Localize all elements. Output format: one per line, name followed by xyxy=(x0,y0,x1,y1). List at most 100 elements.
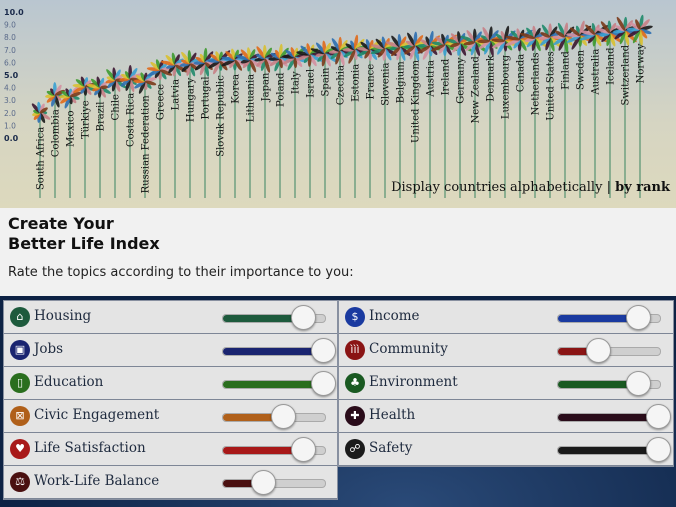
country-label[interactable]: Colombia xyxy=(51,109,62,157)
slider-fill xyxy=(223,447,305,454)
flower-petal xyxy=(106,76,116,81)
country-label[interactable]: Latvia xyxy=(171,79,182,110)
country-label[interactable]: Spain xyxy=(321,67,332,96)
country-label[interactable]: Australia xyxy=(591,49,602,96)
country-label[interactable]: Türkiye xyxy=(81,100,92,139)
slider-handle[interactable] xyxy=(646,404,671,429)
country-label[interactable]: Japan xyxy=(261,72,272,102)
country-label[interactable]: Canada xyxy=(516,54,527,92)
country-flower[interactable] xyxy=(59,85,82,109)
country-label[interactable]: Norway xyxy=(636,43,647,83)
country-label[interactable]: Lithuania xyxy=(246,74,257,122)
flower-petal xyxy=(310,48,326,55)
country-flower[interactable] xyxy=(86,76,112,98)
sort-alphabetically-link[interactable]: Display countries alphabetically | xyxy=(391,180,616,195)
slider-handle[interactable] xyxy=(291,305,316,330)
country-label[interactable]: Austria xyxy=(426,60,437,98)
flower-petal xyxy=(330,50,341,60)
slider-handle[interactable] xyxy=(271,404,296,429)
country-flower[interactable] xyxy=(403,31,427,62)
country-label[interactable]: Slovak Republic xyxy=(216,75,227,157)
country-flower[interactable] xyxy=(31,101,52,124)
importance-slider[interactable] xyxy=(222,314,326,323)
country-flower[interactable] xyxy=(146,59,175,81)
y-tick-label: 5.0 xyxy=(4,71,19,80)
country-label[interactable]: Mexico xyxy=(66,110,77,147)
country-flower[interactable] xyxy=(626,14,653,46)
slider-handle[interactable] xyxy=(626,305,651,330)
slider-fill xyxy=(558,414,660,421)
flower-petal xyxy=(269,58,281,67)
flower-petal xyxy=(229,59,236,69)
country-label[interactable]: Netherlands xyxy=(531,52,542,115)
country-label[interactable]: Ireland xyxy=(441,58,452,95)
country-label[interactable]: Germany xyxy=(456,57,467,104)
country-label[interactable]: Costa Rica xyxy=(126,93,137,147)
country-label[interactable]: Israel xyxy=(306,69,317,98)
sort-by-rank-link[interactable]: by rank xyxy=(615,180,670,195)
country-label[interactable]: Czechia xyxy=(336,65,347,105)
country-flower[interactable] xyxy=(310,40,338,67)
country-label[interactable]: United States xyxy=(546,51,557,120)
country-label[interactable]: Slovenia xyxy=(381,63,392,106)
country-label[interactable]: Russian Federation xyxy=(141,95,152,194)
country-flower[interactable] xyxy=(160,52,189,77)
country-label[interactable]: Poland xyxy=(276,72,287,107)
flower-petal xyxy=(287,57,296,71)
flower-petal xyxy=(335,51,341,65)
country-flower[interactable] xyxy=(119,64,142,93)
country-flower[interactable] xyxy=(519,25,551,52)
country-label[interactable]: France xyxy=(366,64,377,100)
country-label[interactable]: Greece xyxy=(156,84,167,120)
country-label[interactable]: Portugal xyxy=(201,76,212,119)
country-flower[interactable] xyxy=(430,33,460,57)
flower-petal xyxy=(264,47,272,59)
country-label[interactable]: Hungary xyxy=(186,77,197,122)
flower-petal xyxy=(520,32,536,39)
country-label[interactable]: Korea xyxy=(231,74,242,104)
country-flower[interactable] xyxy=(221,48,250,72)
country-label[interactable]: Sweden xyxy=(576,49,587,90)
importance-slider[interactable] xyxy=(557,314,661,323)
country-label[interactable]: Finland xyxy=(561,51,572,90)
flower-petal xyxy=(282,56,296,65)
flower-petal xyxy=(492,40,506,49)
slider-handle[interactable] xyxy=(586,338,611,363)
slider-handle[interactable] xyxy=(646,437,671,462)
country-label[interactable]: Chile xyxy=(111,94,122,120)
slider-handle[interactable] xyxy=(291,437,316,462)
country-label[interactable]: Italy xyxy=(291,71,302,94)
flower-petal xyxy=(566,35,581,43)
slider-handle[interactable] xyxy=(311,338,336,363)
country-label[interactable]: Denmark xyxy=(486,54,497,102)
importance-slider[interactable] xyxy=(557,380,661,389)
country-label[interactable]: Belgium xyxy=(396,61,407,104)
slider-handle[interactable] xyxy=(626,371,651,396)
country-label[interactable]: South Africa xyxy=(36,127,47,190)
slider-handle[interactable] xyxy=(311,371,336,396)
country-label[interactable]: Luxembourg xyxy=(501,54,512,119)
flower-petal xyxy=(606,33,611,47)
importance-slider[interactable] xyxy=(222,446,326,455)
country-flower[interactable] xyxy=(235,47,263,73)
flower-petal xyxy=(221,59,236,67)
flower-petal xyxy=(296,54,311,61)
topic-row-income: $ Income xyxy=(339,301,673,334)
country-flower[interactable] xyxy=(254,44,276,73)
topic-label: Health xyxy=(369,407,416,423)
country-label[interactable]: New Zealand xyxy=(471,56,482,124)
flower-petal xyxy=(385,41,401,48)
country-label[interactable]: Switzerland xyxy=(621,44,632,105)
country-label[interactable]: Brazil xyxy=(96,102,107,132)
country-label[interactable]: United Kingdom xyxy=(411,60,422,144)
country-flower[interactable] xyxy=(133,70,158,95)
slider-fill xyxy=(223,480,265,487)
flower-petal xyxy=(189,52,197,64)
flower-petal xyxy=(615,25,626,32)
country-label[interactable]: Estonia xyxy=(351,64,362,102)
flower-petal xyxy=(194,62,206,71)
tree-icon: ♣ xyxy=(345,373,365,393)
country-label[interactable]: Iceland xyxy=(606,47,617,85)
slider-handle[interactable] xyxy=(251,470,276,495)
country-flower[interactable] xyxy=(179,50,201,77)
